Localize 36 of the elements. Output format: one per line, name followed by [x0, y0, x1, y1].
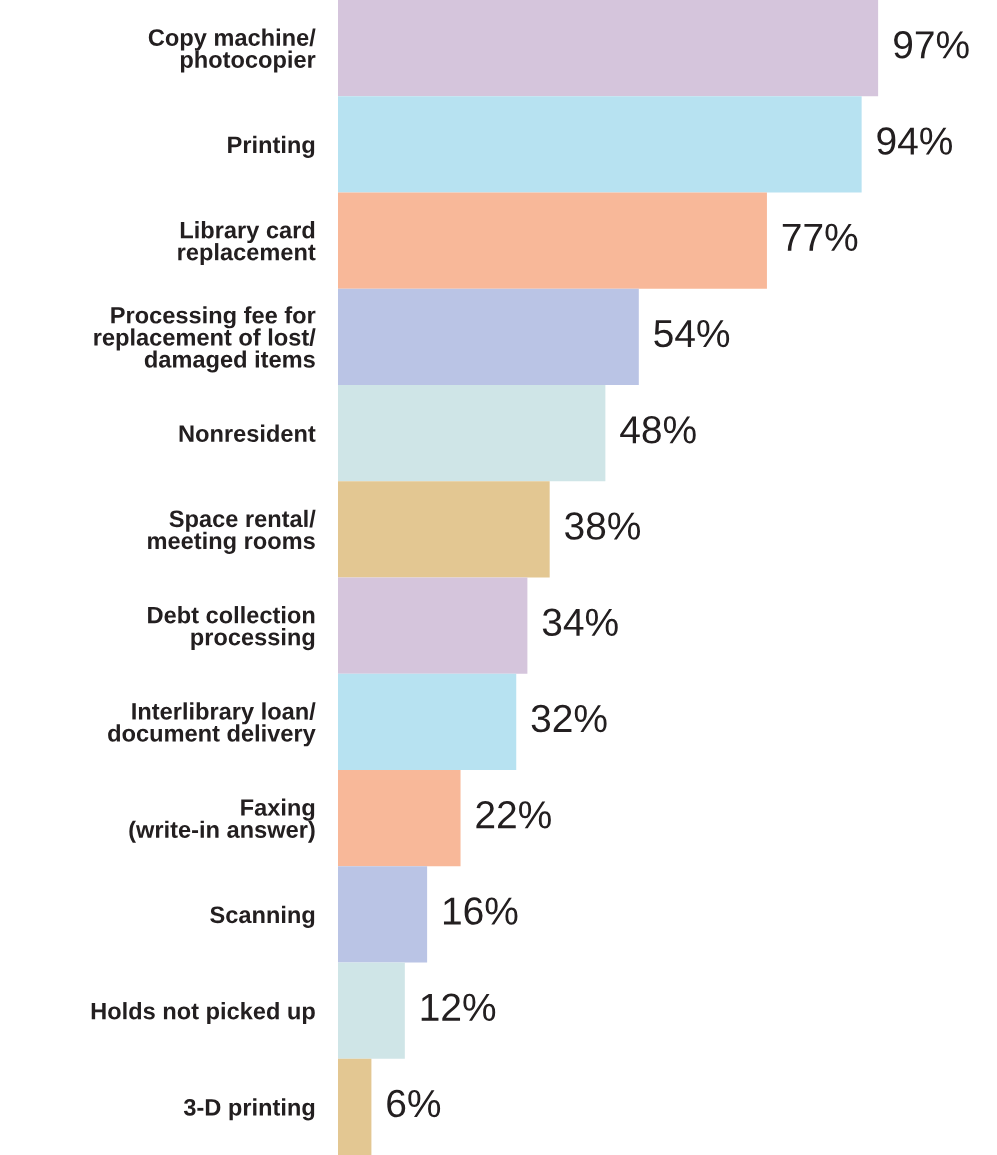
- bar: [337, 673, 517, 770]
- data-label: 38%: [565, 512, 641, 540]
- data-label: 34%: [542, 608, 618, 637]
- y-tick-label: Printing: [228, 135, 315, 158]
- bar: [337, 770, 461, 867]
- bar: [337, 866, 428, 963]
- bar: [337, 577, 528, 674]
- y-tick-label: Debt collection processing: [148, 606, 315, 651]
- y-tick-label: Holds not picked up: [91, 1002, 315, 1025]
- data-label: 22%: [476, 801, 551, 829]
- data-label: 12%: [421, 993, 496, 1021]
- bar: [337, 0, 879, 97]
- y-tick-label: Copy machine/ photocopier: [148, 28, 316, 73]
- data-label: 6%: [387, 1089, 441, 1118]
- y-tick-label: 3-D printing: [183, 1098, 315, 1121]
- y-tick-label: Processing fee for replacement of lost/ damaged items: [94, 306, 316, 373]
- y-tick-label: Nonresident: [179, 424, 316, 442]
- bar: [337, 192, 767, 289]
- y-tick-label: Space rental/ meeting rooms: [148, 509, 316, 554]
- data-label: 16%: [443, 897, 518, 925]
- y-tick-label: Scanning: [210, 905, 315, 928]
- bar: [337, 288, 639, 385]
- y-tick-label: Faxing (write-in answer): [129, 798, 315, 843]
- data-label: 97%: [894, 31, 969, 59]
- bar: [337, 962, 405, 1059]
- y-tick-label: Library card replacement: [178, 221, 316, 266]
- bar: [337, 1058, 372, 1155]
- bar: [337, 481, 550, 578]
- data-label: 48%: [620, 416, 696, 444]
- data-label: 94%: [877, 127, 952, 155]
- bar: [337, 96, 862, 193]
- data-label: 54%: [654, 319, 730, 348]
- data-label: 32%: [531, 704, 607, 733]
- bar: [337, 385, 606, 482]
- y-tick-label: Interlibrary loan/ document delivery: [108, 702, 316, 747]
- data-label: 77%: [782, 223, 858, 251]
